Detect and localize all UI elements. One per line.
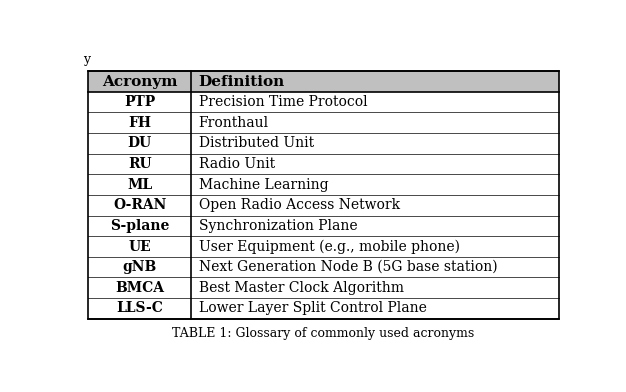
Bar xyxy=(88,154,558,174)
Text: FH: FH xyxy=(128,116,151,130)
Bar xyxy=(88,257,558,278)
Text: PTP: PTP xyxy=(124,95,155,109)
Text: UE: UE xyxy=(128,240,151,254)
Text: y: y xyxy=(83,53,90,66)
Text: Machine Learning: Machine Learning xyxy=(199,178,329,192)
Text: Precision Time Protocol: Precision Time Protocol xyxy=(199,95,367,109)
Text: DU: DU xyxy=(128,136,152,151)
Bar xyxy=(88,113,558,133)
Bar xyxy=(88,195,558,216)
Bar xyxy=(88,298,558,319)
Bar xyxy=(88,236,558,257)
Text: Fronthaul: Fronthaul xyxy=(199,116,269,130)
Text: TABLE 1: Glossary of commonly used acronyms: TABLE 1: Glossary of commonly used acron… xyxy=(172,327,475,340)
Text: ML: ML xyxy=(127,178,152,192)
Text: Acronym: Acronym xyxy=(102,74,177,89)
Bar xyxy=(88,278,558,298)
Text: BMCA: BMCA xyxy=(115,281,164,295)
Text: S-plane: S-plane xyxy=(110,219,170,233)
Text: O-RAN: O-RAN xyxy=(113,198,167,212)
Bar xyxy=(88,71,558,92)
Text: Best Master Clock Algorithm: Best Master Clock Algorithm xyxy=(199,281,404,295)
Text: Lower Layer Split Control Plane: Lower Layer Split Control Plane xyxy=(199,301,427,316)
Text: Radio Unit: Radio Unit xyxy=(199,157,275,171)
Text: Synchronization Plane: Synchronization Plane xyxy=(199,219,357,233)
Text: Distributed Unit: Distributed Unit xyxy=(199,136,314,151)
Text: Open Radio Access Network: Open Radio Access Network xyxy=(199,198,400,212)
Bar xyxy=(88,216,558,236)
Bar xyxy=(88,174,558,195)
Text: gNB: gNB xyxy=(123,260,157,274)
Text: Definition: Definition xyxy=(199,74,285,89)
Bar xyxy=(88,92,558,113)
Text: Next Generation Node B (5G base station): Next Generation Node B (5G base station) xyxy=(199,260,498,274)
Bar xyxy=(88,133,558,154)
Text: RU: RU xyxy=(128,157,151,171)
Text: LLS-C: LLS-C xyxy=(116,301,163,316)
Text: User Equipment (e.g., mobile phone): User Equipment (e.g., mobile phone) xyxy=(199,239,459,254)
